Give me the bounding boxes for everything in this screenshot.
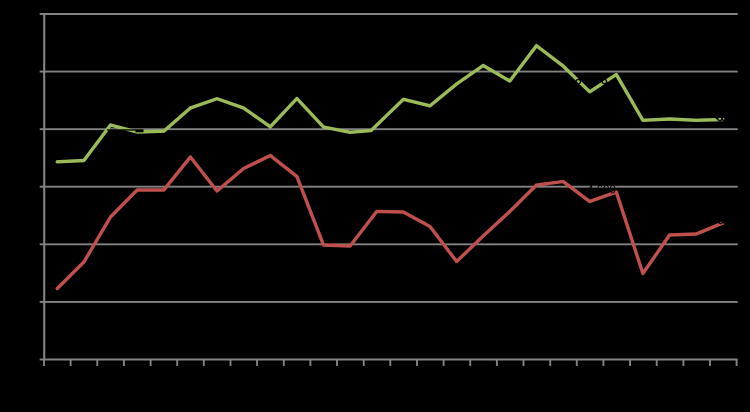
svg-text:4,600: 4,600 — [587, 185, 616, 197]
